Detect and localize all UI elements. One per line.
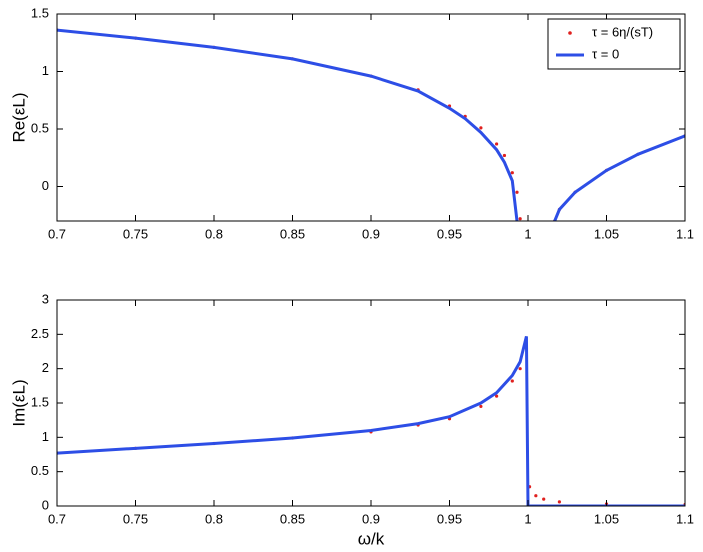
y-tick-label: 1.5 [31,394,49,409]
x-tick-label: 0.75 [123,511,148,526]
y-tick-label: 0 [42,178,49,193]
y-tick-label: 2.5 [31,326,49,341]
y-tick-label: 1 [42,63,49,78]
x-tick-label: 1.05 [594,511,619,526]
data-point [510,171,514,175]
x-tick-label: 0.95 [437,511,462,526]
x-tick-label: 1.1 [676,226,694,241]
data-line [57,336,685,506]
data-point [502,153,507,158]
data-point [510,379,514,383]
x-tick-label: 1 [524,511,531,526]
data-point [518,367,522,371]
x-tick-label: 1.1 [676,511,694,526]
y-tick-label: 0 [42,497,49,512]
data-point [515,190,519,194]
x-tick-label: 0.9 [362,226,380,241]
legend-label: τ = 0 [592,46,619,61]
x-axis-label: ω/k [358,529,385,548]
y-tick-label: 2 [42,360,49,375]
x-tick-label: 0.8 [205,226,223,241]
y-axis-label: Im(εL) [9,379,28,426]
data-point [495,142,499,146]
y-tick-label: 1 [42,429,49,444]
x-tick-label: 1.05 [594,226,619,241]
data-point [518,217,522,221]
y-axis-label: Re(εL) [9,92,28,142]
x-tick-label: 0.8 [205,511,223,526]
y-tick-label: 0.5 [31,463,49,478]
data-point [557,500,562,504]
plot-area [57,336,685,506]
data-point [534,494,538,498]
x-tick-label: 0.85 [280,226,305,241]
x-tick-label: 0.95 [437,226,462,241]
data-point [479,404,483,409]
data-point [495,394,499,398]
y-tick-label: 0.5 [31,120,49,135]
x-tick-label: 0.75 [123,226,148,241]
legend-swatch [568,31,572,35]
y-tick-label: 1.5 [31,5,49,20]
x-tick-label: 1 [524,226,531,241]
legend-label: τ = 6η/(sT) [592,24,653,39]
data-line [57,28,685,221]
x-tick-label: 0.9 [362,511,380,526]
data-point [542,497,546,501]
legend-box [547,18,681,70]
x-tick-label: 0.85 [280,511,305,526]
plot-area [57,28,685,221]
x-tick-label: 0.7 [48,511,66,526]
y-tick-label: 3 [42,291,49,306]
x-tick-label: 0.7 [48,226,66,241]
axes-box [56,299,686,507]
data-point [479,126,483,130]
